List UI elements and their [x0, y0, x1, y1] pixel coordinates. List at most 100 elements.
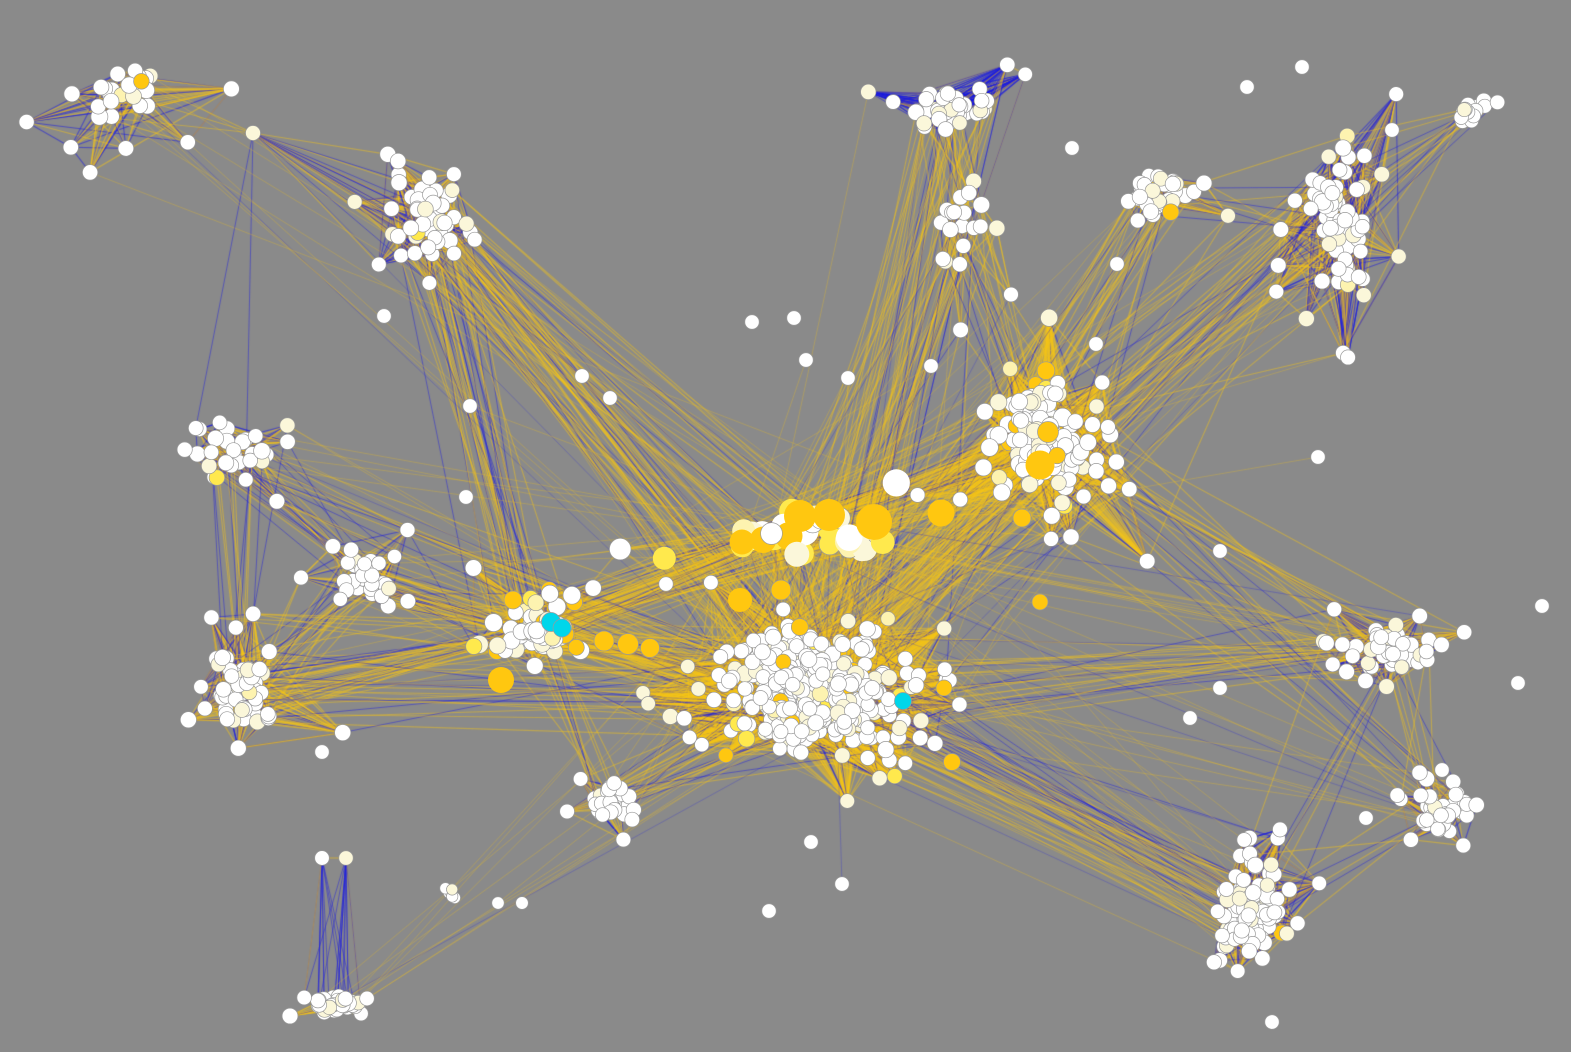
graph-node[interactable] [897, 650, 914, 667]
graph-node[interactable] [972, 196, 991, 214]
graph-node[interactable] [1212, 543, 1228, 559]
graph-node-hub[interactable] [617, 633, 639, 655]
graph-node[interactable] [62, 139, 79, 156]
graph-node[interactable] [754, 643, 771, 661]
graph-node[interactable] [1358, 810, 1374, 826]
graph-node[interactable] [662, 708, 679, 725]
graph-node[interactable] [974, 458, 993, 477]
graph-node[interactable] [1212, 680, 1228, 696]
graph-node[interactable] [972, 218, 989, 235]
graph-node[interactable] [1084, 416, 1101, 433]
graph-node[interactable] [773, 669, 790, 686]
graph-node[interactable] [760, 522, 783, 545]
graph-node[interactable] [296, 989, 312, 1006]
graph-node[interactable] [1411, 764, 1428, 781]
graph-node[interactable] [784, 541, 810, 567]
graph-node[interactable] [214, 649, 231, 666]
graph-node[interactable] [830, 675, 847, 693]
graph-node[interactable] [1047, 385, 1064, 402]
graph-node[interactable] [203, 444, 220, 461]
graph-node[interactable] [253, 442, 271, 460]
graph-node[interactable] [1294, 59, 1310, 75]
graph-node[interactable] [1195, 174, 1213, 192]
graph-node[interactable] [793, 744, 810, 761]
graph-node[interactable] [1433, 636, 1450, 653]
graph-node[interactable] [1321, 236, 1338, 253]
graph-node[interactable] [992, 483, 1011, 502]
graph-node[interactable] [834, 636, 851, 653]
graph-node[interactable] [609, 537, 632, 561]
graph-node[interactable] [436, 214, 453, 231]
graph-node[interactable] [595, 807, 611, 823]
graph-node[interactable] [219, 711, 235, 728]
graph-node[interactable] [939, 85, 956, 102]
graph-node[interactable] [737, 730, 756, 748]
graph-node[interactable] [775, 653, 792, 670]
graph-node[interactable] [338, 850, 354, 866]
graph-node[interactable] [840, 370, 856, 386]
graph-node[interactable] [926, 735, 944, 752]
graph-node[interactable] [179, 134, 196, 151]
graph-node[interactable] [1012, 412, 1030, 429]
graph-node[interactable] [1269, 891, 1285, 907]
graph-node[interactable] [690, 681, 707, 697]
graph-node[interactable] [247, 428, 264, 444]
graph-node[interactable] [251, 661, 268, 678]
graph-node[interactable] [934, 251, 951, 267]
graph-node[interactable] [1354, 219, 1371, 235]
graph-node[interactable] [515, 896, 529, 910]
graph-node[interactable] [1002, 360, 1019, 377]
graph-node[interactable] [1356, 147, 1373, 164]
graph-node[interactable] [788, 638, 805, 654]
graph-node[interactable] [1206, 954, 1222, 971]
graph-node-hub[interactable] [935, 679, 953, 697]
graph-node-hub[interactable] [943, 753, 961, 771]
graph-node[interactable] [680, 659, 696, 674]
graph-node[interactable] [923, 358, 939, 374]
graph-node[interactable] [364, 567, 380, 584]
graph-node[interactable] [1075, 488, 1092, 505]
graph-node[interactable] [1231, 890, 1248, 907]
graph-node[interactable] [1100, 477, 1117, 495]
graph-node[interactable] [860, 83, 877, 100]
graph-node[interactable] [1378, 678, 1395, 695]
graph-node[interactable] [399, 522, 416, 538]
graph-node[interactable] [1240, 907, 1257, 924]
graph-node[interactable] [946, 204, 963, 220]
graph-node-hub[interactable] [1037, 421, 1059, 443]
graph-node[interactable] [909, 487, 926, 503]
graph-node[interactable] [803, 834, 819, 850]
graph-node[interactable] [676, 710, 693, 727]
graph-node[interactable] [559, 803, 575, 820]
graph-node[interactable] [1390, 248, 1407, 265]
graph-node[interactable] [1456, 102, 1472, 118]
graph-node[interactable] [193, 679, 209, 695]
graph-node[interactable] [215, 681, 232, 698]
graph-node[interactable] [951, 696, 968, 713]
graph-node[interactable] [63, 85, 81, 103]
graph-node[interactable] [744, 314, 760, 330]
graph-node[interactable] [1298, 310, 1315, 327]
graph-node[interactable] [897, 755, 913, 771]
graph-node[interactable] [1109, 256, 1125, 272]
graph-node[interactable] [466, 231, 483, 248]
graph-node[interactable] [1402, 831, 1419, 848]
graph-node[interactable] [343, 541, 360, 558]
graph-node[interactable] [1334, 636, 1351, 653]
graph-node[interactable] [860, 720, 876, 736]
graph-node[interactable] [359, 990, 375, 1007]
graph-node[interactable] [834, 876, 850, 892]
graph-node[interactable] [260, 706, 276, 722]
graph-node[interactable] [567, 639, 585, 656]
graph-node[interactable] [1017, 66, 1033, 82]
graph-node[interactable] [703, 574, 719, 591]
graph-node[interactable] [1121, 481, 1138, 498]
graph-node[interactable] [245, 125, 261, 141]
graph-node[interactable] [1324, 185, 1341, 202]
graph-node[interactable] [745, 632, 762, 649]
graph-node[interactable] [681, 729, 698, 745]
graph-node[interactable] [840, 613, 857, 630]
graph-node[interactable] [1003, 286, 1019, 303]
graph-node[interactable] [1272, 221, 1289, 238]
graph-node[interactable] [1384, 122, 1400, 138]
